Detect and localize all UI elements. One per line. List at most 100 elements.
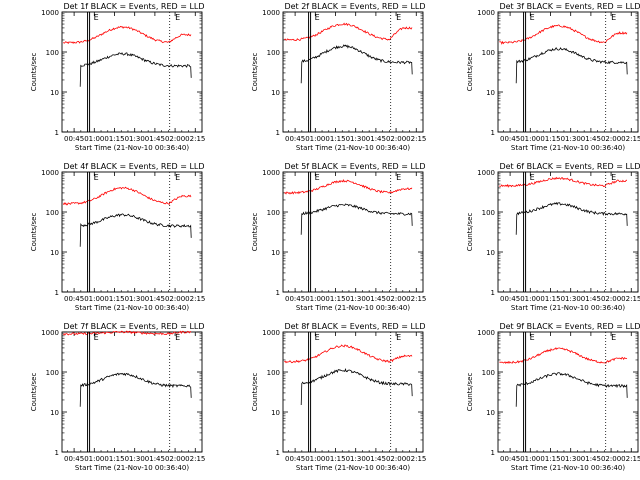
x-tick-label: 01:00 <box>84 455 104 463</box>
x-tick-label: 00:45 <box>64 295 84 303</box>
marker-label-e: E <box>396 173 401 182</box>
x-tick-label: 01:15 <box>104 295 124 303</box>
x-tick-label: 01:00 <box>305 135 325 143</box>
y-tick-label: 100 <box>267 49 280 57</box>
y-tick-label: 1 <box>55 449 59 457</box>
x-axis-label: Start Time (21-Nov-10 00:36:40) <box>296 464 410 472</box>
lld-series-line <box>62 186 192 206</box>
x-tick-label: 02:00 <box>386 295 406 303</box>
x-tick-label: 02:00 <box>601 295 621 303</box>
y-tick-label: 10 <box>271 249 280 257</box>
y-axis-label: Counts/sec <box>466 373 474 412</box>
plot-frame <box>497 171 639 293</box>
x-tick-label: 01:00 <box>305 295 325 303</box>
marker-label-e: E <box>396 13 401 22</box>
x-tick-label: 01:30 <box>125 295 145 303</box>
x-tick-label: 01:15 <box>104 455 124 463</box>
chart-panel-9: Det 9f BLACK = Events, RED = LLD Counts/s… <box>466 322 640 472</box>
x-tick-label: 02:00 <box>165 135 185 143</box>
plot-frame <box>497 11 639 133</box>
plot-frame <box>282 331 424 453</box>
x-tick-label: 01:15 <box>540 455 560 463</box>
events-series-line <box>515 202 628 235</box>
lld-series-line <box>499 176 628 188</box>
y-tick-label: 100 <box>46 369 59 377</box>
marker-label-e: E <box>94 173 99 182</box>
y-tick-label: 1000 <box>477 329 495 337</box>
x-tick-label: 01:30 <box>125 455 145 463</box>
chart-panel-5: Det 5f BLACK = Events, RED = LLD Counts/s… <box>251 162 426 312</box>
y-tick-label: 1000 <box>477 9 495 17</box>
marker-label-e: E <box>175 173 180 182</box>
lld-series-line <box>499 24 628 45</box>
marker-label-e: E <box>611 13 616 22</box>
x-axis-label: Start Time (21-Nov-10 00:36:40) <box>75 304 189 312</box>
y-tick-label: 100 <box>267 369 280 377</box>
x-tick-label: 01:15 <box>325 295 345 303</box>
x-tick-label: 01:45 <box>581 135 601 143</box>
marker-label-e: E <box>94 333 99 342</box>
x-tick-label: 01:30 <box>561 455 581 463</box>
x-tick-label: 01:00 <box>520 455 540 463</box>
lld-series-line <box>284 344 413 364</box>
y-tick-label: 1000 <box>41 169 59 177</box>
x-tick-label: 00:45 <box>64 455 84 463</box>
x-tick-label: 01:45 <box>145 135 165 143</box>
x-tick-label: 01:30 <box>346 455 366 463</box>
x-tick-label: 01:00 <box>305 455 325 463</box>
y-tick-label: 1 <box>55 289 59 297</box>
lld-series-line <box>284 178 413 195</box>
x-tick-label: 01:45 <box>581 455 601 463</box>
marker-label-e: E <box>530 13 535 22</box>
chart-title: Det 9f BLACK = Events, RED = LLD <box>499 322 640 331</box>
x-tick-label: 01:30 <box>561 295 581 303</box>
y-axis-label: Counts/sec <box>466 213 474 252</box>
x-tick-label: 02:00 <box>601 135 621 143</box>
x-tick-label: 00:45 <box>285 295 305 303</box>
y-tick-label: 100 <box>46 209 59 217</box>
y-tick-label: 1 <box>276 449 280 457</box>
y-tick-label: 10 <box>50 89 59 97</box>
x-tick-label: 01:00 <box>520 295 540 303</box>
x-tick-label: 01:30 <box>346 135 366 143</box>
y-tick-label: 1 <box>491 449 495 457</box>
y-tick-label: 10 <box>50 249 59 257</box>
marker-label-e: E <box>530 333 535 342</box>
lld-series-line <box>284 22 413 42</box>
chart-title: Det 5f BLACK = Events, RED = LLD <box>284 162 425 171</box>
x-tick-label: 02:15 <box>621 135 640 143</box>
marker-label-e: E <box>530 173 535 182</box>
x-tick-label: 01:00 <box>520 135 540 143</box>
plot-frame <box>61 11 203 133</box>
y-tick-label: 1 <box>276 129 280 137</box>
x-axis-label: Start Time (21-Nov-10 00:36:40) <box>75 464 189 472</box>
x-tick-label: 01:30 <box>125 135 145 143</box>
plot-frame <box>497 331 639 453</box>
x-tick-label: 02:00 <box>165 295 185 303</box>
y-tick-label: 1000 <box>41 329 59 337</box>
y-tick-label: 1 <box>491 129 495 137</box>
x-tick-label: 01:15 <box>325 135 345 143</box>
x-tick-label: 02:00 <box>386 135 406 143</box>
lld-series-line <box>63 25 192 45</box>
x-tick-label: 00:45 <box>500 295 520 303</box>
y-tick-label: 100 <box>46 49 59 57</box>
y-tick-label: 10 <box>271 409 280 417</box>
y-axis-label: Counts/sec <box>30 373 38 412</box>
chart-title: Det 2f BLACK = Events, RED = LLD <box>284 2 425 11</box>
plot-frame <box>61 171 203 293</box>
y-tick-label: 10 <box>486 89 495 97</box>
marker-label-e: E <box>94 13 99 22</box>
events-series-line <box>300 203 413 235</box>
x-tick-label: 01:30 <box>561 135 581 143</box>
chart-panel-4: Det 4f BLACK = Events, RED = LLD Counts/s… <box>30 162 205 312</box>
x-tick-label: 00:45 <box>64 135 84 143</box>
x-axis-label: Start Time (21-Nov-10 00:36:40) <box>75 144 189 152</box>
chart-title: Det 7f BLACK = Events, RED = LLD <box>63 322 204 331</box>
y-tick-label: 10 <box>486 249 495 257</box>
x-axis-label: Start Time (21-Nov-10 00:36:40) <box>511 464 625 472</box>
y-tick-label: 10 <box>486 409 495 417</box>
x-tick-label: 02:00 <box>165 455 185 463</box>
y-axis-label: Counts/sec <box>30 53 38 92</box>
